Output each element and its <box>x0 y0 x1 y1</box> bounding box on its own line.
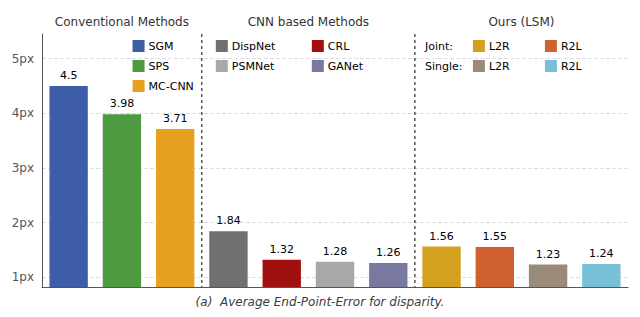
svg-text:L2R: L2R <box>489 60 510 73</box>
svg-text:1.32: 1.32 <box>269 243 294 256</box>
svg-text:DispNet: DispNet <box>232 40 276 53</box>
svg-text:1.28: 1.28 <box>323 245 348 258</box>
svg-text:1px: 1px <box>12 270 34 284</box>
svg-text:Joint:: Joint: <box>424 40 453 53</box>
svg-text:3px: 3px <box>12 161 34 175</box>
svg-text:3.98: 3.98 <box>110 97 135 110</box>
svg-text:Conventional Methods: Conventional Methods <box>55 15 189 29</box>
svg-text:1.26: 1.26 <box>376 246 401 259</box>
svg-text:CNN based Methods: CNN based Methods <box>248 15 369 29</box>
svg-text:Single:: Single: <box>425 60 463 73</box>
svg-text:(a) Average End-Point-Error f: (a) Average End-Point-Error for disparit… <box>196 295 445 309</box>
svg-text:1.56: 1.56 <box>429 230 454 243</box>
svg-text:3.71: 3.71 <box>163 112 188 125</box>
svg-text:1.84: 1.84 <box>216 214 241 227</box>
svg-text:SGM: SGM <box>149 40 174 53</box>
svg-text:MC-CNN: MC-CNN <box>149 80 194 93</box>
svg-text:1.55: 1.55 <box>483 230 508 243</box>
svg-text:1.24: 1.24 <box>589 247 614 260</box>
svg-text:4.5: 4.5 <box>60 69 78 82</box>
svg-text:2px: 2px <box>12 216 34 230</box>
svg-text:R2L: R2L <box>561 60 583 73</box>
svg-text:1.23: 1.23 <box>536 248 561 261</box>
svg-text:L2R: L2R <box>489 40 510 53</box>
svg-text:Ours (LSM): Ours (LSM) <box>488 15 554 29</box>
svg-text:PSMNet: PSMNet <box>232 60 275 73</box>
svg-text:SPS: SPS <box>149 60 170 73</box>
svg-text:CRL: CRL <box>328 40 350 53</box>
svg-text:5px: 5px <box>12 52 34 66</box>
svg-text:4px: 4px <box>12 106 34 120</box>
svg-text:GANet: GANet <box>328 60 364 73</box>
svg-text:R2L: R2L <box>561 40 583 53</box>
